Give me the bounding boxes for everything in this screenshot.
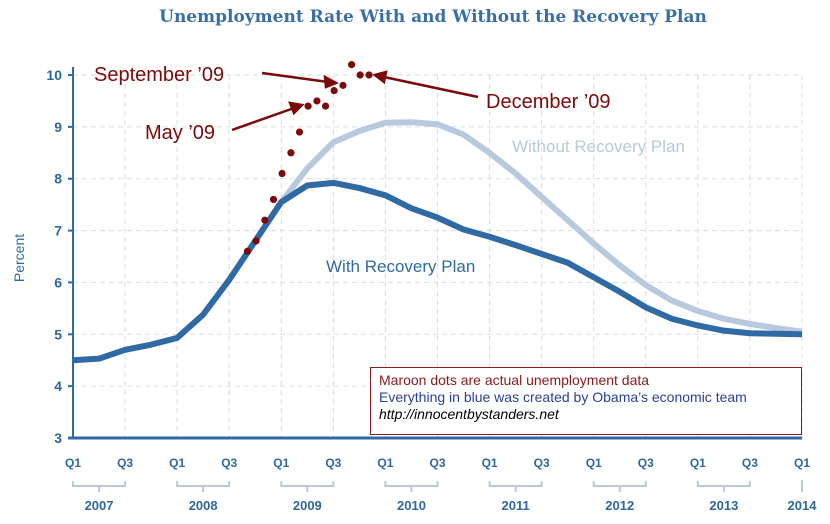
data-dot (261, 216, 269, 224)
y-tick-label: 8 (54, 171, 62, 187)
arrow-december (383, 75, 479, 99)
data-dot (269, 195, 278, 204)
x-quarter-label: Q1 (273, 456, 289, 470)
data-dot (304, 102, 312, 110)
x-quarter-label: Q1 (169, 456, 185, 470)
data-dot (252, 237, 260, 245)
x-quarter-label: Q3 (742, 456, 758, 470)
x-quarter-label: Q1 (690, 456, 706, 470)
x-year-label: 2012 (605, 498, 634, 513)
data-dot (313, 97, 321, 105)
note-line-blue: Everything in blue was created by Obama’… (379, 389, 747, 405)
x-year-label: 2007 (85, 498, 114, 513)
year-bracket (592, 481, 647, 492)
x-year-label: 2009 (293, 498, 322, 513)
arrow-may (231, 106, 295, 132)
arrow-head (372, 70, 388, 85)
actual-data-dots (243, 61, 373, 255)
data-dot (365, 71, 373, 79)
data-dot (356, 71, 364, 79)
x-quarter-label: Q1 (586, 456, 602, 470)
y-tick-label: 9 (54, 119, 62, 135)
annotation-september: September ’09 (94, 64, 224, 86)
data-dot (287, 149, 295, 157)
series-label-with: With Recovery Plan (326, 257, 475, 276)
data-dot (330, 86, 338, 95)
x-quarter-label: Q1 (482, 456, 498, 470)
y-tick-label: 4 (54, 378, 62, 394)
y-axis-label: Percent (11, 234, 27, 282)
x-year-label: 2010 (397, 498, 426, 513)
x-year-label: 2011 (502, 498, 530, 513)
series-lines (72, 119, 803, 364)
y-tick-label: 6 (54, 274, 62, 290)
annotations: September ’09 May ’09 December ’09 (94, 64, 611, 144)
x-quarter-label: Q1 (794, 456, 810, 470)
year-bracket (280, 481, 335, 492)
year-bracket (384, 481, 439, 492)
data-dot (295, 128, 304, 136)
y-tick-label: 5 (54, 326, 62, 342)
data-dot (347, 61, 356, 69)
x-quarter-label: Q3 (638, 456, 654, 470)
series-label-without: Without Recovery Plan (512, 137, 685, 156)
data-dot (339, 81, 347, 89)
y-tick-label: 7 (54, 223, 62, 239)
arrow-september (261, 71, 329, 84)
data-dot (243, 247, 252, 255)
axes: 3 4 5 6 7 8 9 10 Q1 Q3 Q1 Q3 Q1 Q3 Q1 Q3 Q1 Q3 Q1 Q3 Q1 Q3 Q1 2… (46, 67, 817, 513)
x-quarter-label: Q3 (534, 456, 550, 470)
chart-title: Unemployment Rate With and Without the R… (159, 7, 707, 27)
y-tick-label: 3 (54, 430, 62, 446)
x-quarter-label: Q3 (221, 456, 237, 470)
series-line-without-plan (278, 119, 803, 335)
y-tick-label: 10 (46, 67, 62, 83)
x-quarter-label: Q1 (65, 456, 81, 470)
x-year-label: 2013 (709, 498, 738, 513)
arrow-head (288, 101, 305, 116)
series-line-with-plan (72, 179, 803, 364)
annotation-may: May ’09 (145, 122, 215, 144)
arrow-head (323, 74, 339, 89)
year-bracket (72, 481, 127, 492)
data-dot (321, 102, 330, 110)
data-dot (278, 169, 286, 178)
year-bracket (696, 481, 751, 492)
x-quarter-label: Q1 (377, 456, 393, 470)
year-bracket (488, 481, 543, 492)
note-link[interactable]: http://innocentbystanders.net (379, 406, 559, 422)
x-quarter-label: Q3 (429, 456, 445, 470)
annotation-december: December ’09 (486, 91, 611, 113)
x-year-label: 2008 (189, 498, 218, 513)
x-quarter-label: Q3 (325, 456, 341, 470)
note-box: Maroon dots are actual unemployment data… (370, 367, 802, 435)
year-bracket (176, 481, 231, 492)
note-line-maroon: Maroon dots are actual unemployment data (379, 372, 650, 388)
x-quarter-label: Q3 (117, 456, 133, 470)
x-year-label: 2014 (788, 498, 818, 513)
